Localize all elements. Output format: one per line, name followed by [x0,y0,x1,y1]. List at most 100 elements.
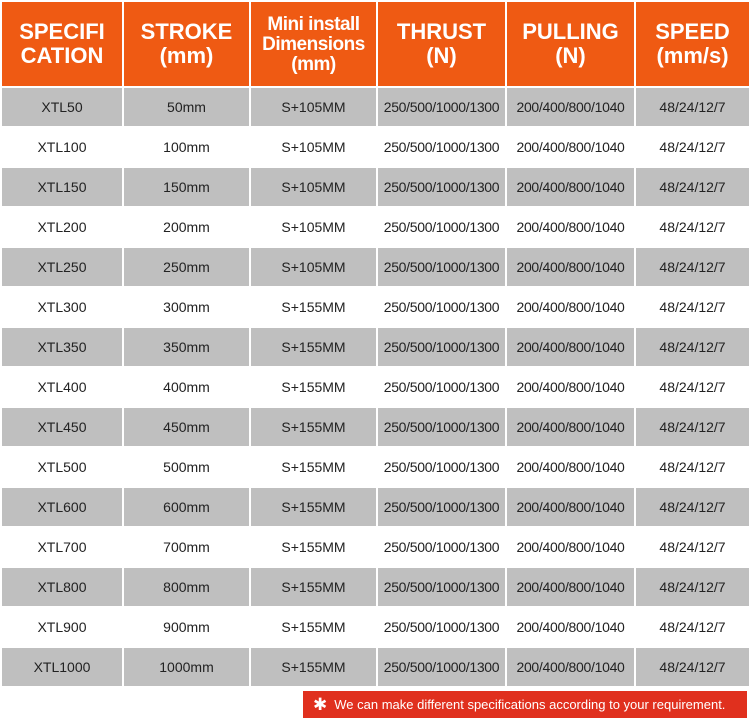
spec-cell: XTL150 [2,168,122,206]
stroke-cell: 500mm [124,448,249,486]
pulling-cell: 200/400/800/1040 [507,328,634,366]
pulling-cell: 200/400/800/1040 [507,208,634,246]
stroke-cell: 350mm [124,328,249,366]
pulling-cell: 200/400/800/1040 [507,568,634,606]
thrust-cell: 250/500/1000/1300 [378,168,505,206]
speed-cell: 48/24/12/7 [636,248,749,286]
speed-cell: 48/24/12/7 [636,168,749,206]
table-row: XTL150 150mm S+105MM 250/500/1000/1300 2… [2,168,749,206]
pulling-cell: 200/400/800/1040 [507,248,634,286]
speed-cell: 48/24/12/7 [636,568,749,606]
spec-cell: XTL400 [2,368,122,406]
pulling-cell: 200/400/800/1040 [507,288,634,326]
header-speed: SPEED (mm/s) [636,2,749,86]
install-cell: S+155MM [251,528,376,566]
thrust-cell: 250/500/1000/1300 [378,448,505,486]
install-cell: S+155MM [251,568,376,606]
thrust-cell: 250/500/1000/1300 [378,288,505,326]
header-specification-line1: SPECIFI [19,19,105,44]
thrust-cell: 250/500/1000/1300 [378,408,505,446]
pulling-cell: 200/400/800/1040 [507,608,634,646]
install-cell: S+105MM [251,208,376,246]
thrust-cell: 250/500/1000/1300 [378,648,505,686]
install-cell: S+155MM [251,288,376,326]
stroke-cell: 450mm [124,408,249,446]
thrust-cell: 250/500/1000/1300 [378,608,505,646]
header-install-line1: Mini install [267,14,360,35]
table-row: XTL300 300mm S+155MM 250/500/1000/1300 2… [2,288,749,326]
table-row: XTL700 700mm S+155MM 250/500/1000/1300 2… [2,528,749,566]
speed-cell: 48/24/12/7 [636,128,749,166]
table-row: XTL200 200mm S+105MM 250/500/1000/1300 2… [2,208,749,246]
spec-cell: XTL450 [2,408,122,446]
speed-cell: 48/24/12/7 [636,528,749,566]
header-thrust-line1: THRUST [396,19,487,44]
spec-cell: XTL350 [2,328,122,366]
table-row: XTL800 800mm S+155MM 250/500/1000/1300 2… [2,568,749,606]
header-specification-line2: CATION [20,43,104,68]
speed-cell: 48/24/12/7 [636,208,749,246]
header-thrust-line2: (N) [426,43,457,68]
pulling-cell: 200/400/800/1040 [507,528,634,566]
stroke-cell: 150mm [124,168,249,206]
spec-table: SPECIFI CATION STROKE (mm) Mini install … [2,2,749,686]
header-stroke-line2: (mm) [159,43,214,68]
stroke-cell: 200mm [124,208,249,246]
table-row: XTL1000 1000mm S+155MM 250/500/1000/1300… [2,648,749,686]
install-cell: S+155MM [251,608,376,646]
table-row: XTL250 250mm S+105MM 250/500/1000/1300 2… [2,248,749,286]
table-row: XTL500 500mm S+155MM 250/500/1000/1300 2… [2,448,749,486]
header-pulling-line2: (N) [555,43,586,68]
header-stroke: STROKE (mm) [124,2,249,86]
header-speed-line1: SPEED [655,19,730,44]
header-thrust: THRUST (N) [378,2,505,86]
stroke-cell: 300mm [124,288,249,326]
header-pulling: PULLING (N) [507,2,634,86]
install-cell: S+155MM [251,488,376,526]
stroke-cell: 700mm [124,528,249,566]
thrust-cell: 250/500/1000/1300 [378,328,505,366]
header-speed-line2: (mm/s) [656,43,729,68]
header-install-line3: (mm) [291,54,336,75]
custom-spec-note: ✱ We can make different specifications ac… [303,691,747,718]
speed-cell: 48/24/12/7 [636,368,749,406]
spec-cell: XTL100 [2,128,122,166]
install-cell: S+155MM [251,328,376,366]
speed-cell: 48/24/12/7 [636,408,749,446]
header-install-dimensions: Mini install Dimensions (mm) [251,2,376,86]
asterisk-icon: ✱ [313,695,328,714]
table-row: XTL450 450mm S+155MM 250/500/1000/1300 2… [2,408,749,446]
speed-cell: 48/24/12/7 [636,608,749,646]
header-row: SPECIFI CATION STROKE (mm) Mini install … [2,2,749,86]
speed-cell: 48/24/12/7 [636,288,749,326]
header-specification: SPECIFI CATION [2,2,122,86]
stroke-cell: 250mm [124,248,249,286]
stroke-cell: 800mm [124,568,249,606]
spec-cell: XTL250 [2,248,122,286]
table-row: XTL100 100mm S+105MM 250/500/1000/1300 2… [2,128,749,166]
header-install-line2: Dimensions [262,34,365,55]
speed-cell: 48/24/12/7 [636,488,749,526]
stroke-cell: 400mm [124,368,249,406]
spec-cell: XTL700 [2,528,122,566]
pulling-cell: 200/400/800/1040 [507,368,634,406]
spec-cell: XTL50 [2,88,122,126]
thrust-cell: 250/500/1000/1300 [378,568,505,606]
table-row: XTL900 900mm S+155MM 250/500/1000/1300 2… [2,608,749,646]
note-text: We can make different specifications acc… [334,697,726,712]
stroke-cell: 100mm [124,128,249,166]
install-cell: S+105MM [251,248,376,286]
pulling-cell: 200/400/800/1040 [507,648,634,686]
spec-cell: XTL900 [2,608,122,646]
pulling-cell: 200/400/800/1040 [507,88,634,126]
table-row: XTL600 600mm S+155MM 250/500/1000/1300 2… [2,488,749,526]
header-pulling-line1: PULLING [522,19,619,44]
spec-cell: XTL1000 [2,648,122,686]
pulling-cell: 200/400/800/1040 [507,488,634,526]
speed-cell: 48/24/12/7 [636,448,749,486]
speed-cell: 48/24/12/7 [636,88,749,126]
pulling-cell: 200/400/800/1040 [507,168,634,206]
thrust-cell: 250/500/1000/1300 [378,368,505,406]
header-stroke-line1: STROKE [140,19,233,44]
stroke-cell: 900mm [124,608,249,646]
